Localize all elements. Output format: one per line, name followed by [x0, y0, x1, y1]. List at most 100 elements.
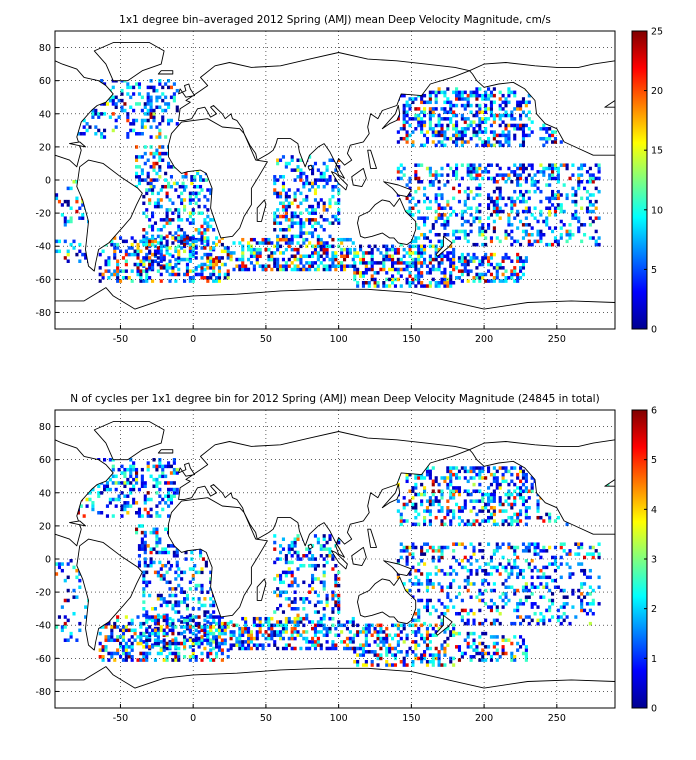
data-bin	[331, 623, 335, 628]
data-bin	[107, 256, 111, 260]
data-bin	[452, 496, 456, 500]
data-bin	[524, 595, 528, 599]
data-bin	[423, 123, 427, 128]
data-bin	[284, 626, 288, 631]
data-bin	[574, 189, 578, 194]
data-bin	[258, 616, 262, 621]
data-bin	[452, 656, 456, 661]
data-bin	[516, 100, 520, 105]
data-bin	[376, 261, 380, 265]
data-bin	[373, 284, 377, 288]
data-bin	[91, 115, 95, 119]
data-bin	[226, 252, 230, 257]
data-bin	[519, 276, 523, 280]
data-bin	[548, 176, 552, 181]
data-bin	[382, 640, 386, 644]
data-bin	[136, 242, 140, 247]
data-bin	[313, 251, 318, 255]
data-bin	[124, 269, 128, 273]
data-bin	[155, 88, 159, 93]
data-bin	[249, 254, 254, 259]
data-bin	[443, 213, 447, 217]
data-bin	[463, 578, 467, 583]
data-bin	[322, 218, 326, 222]
data-bin	[308, 557, 312, 561]
data-bin	[524, 645, 528, 649]
data-bin	[487, 262, 491, 267]
data-bin	[148, 188, 152, 192]
data-bin	[110, 239, 114, 244]
data-bin	[402, 166, 406, 171]
data-bin	[279, 573, 283, 578]
data-bin	[469, 658, 473, 662]
data-bin	[203, 276, 207, 280]
data-bin	[121, 625, 126, 629]
data-bin	[308, 261, 312, 265]
data-bin	[399, 659, 403, 664]
data-bin	[337, 158, 341, 162]
data-bin	[580, 605, 584, 609]
data-bin	[388, 284, 392, 288]
data-bin	[556, 203, 560, 207]
data-bin	[489, 176, 494, 181]
data-bin	[129, 95, 133, 100]
data-bin	[455, 559, 459, 563]
data-bin	[516, 588, 520, 593]
data-bin	[425, 643, 430, 647]
data-bin	[428, 545, 432, 550]
data-bin	[423, 486, 427, 490]
data-bin	[481, 170, 485, 174]
data-bin	[108, 115, 112, 119]
data-bin	[484, 140, 488, 144]
data-bin	[507, 140, 511, 144]
data-bin	[197, 641, 201, 646]
data-bin	[428, 183, 432, 187]
data-bin	[340, 241, 344, 245]
data-bin	[551, 555, 555, 560]
data-bin	[209, 625, 213, 629]
data-bin	[425, 575, 430, 580]
data-bin	[98, 272, 102, 277]
data-bin	[152, 184, 156, 189]
data-bin	[142, 613, 146, 618]
data-bin	[504, 585, 508, 589]
data-bin	[158, 168, 162, 172]
data-bin	[516, 256, 520, 260]
data-bin	[501, 638, 505, 642]
data-bin	[98, 279, 102, 283]
data-bin	[484, 130, 488, 134]
data-bin	[287, 244, 291, 249]
data-bin	[296, 620, 300, 624]
data-bin	[299, 234, 303, 239]
data-bin	[168, 208, 172, 212]
data-bin	[551, 578, 555, 583]
data-bin	[287, 547, 291, 551]
data-bin	[539, 236, 543, 240]
data-bin	[466, 645, 470, 649]
data-bin	[212, 272, 216, 277]
data-bin	[200, 276, 204, 280]
data-bin	[460, 143, 464, 148]
data-bin	[577, 226, 581, 230]
data-bin	[463, 120, 467, 124]
data-bin	[174, 587, 178, 591]
data-bin	[452, 247, 456, 252]
data-bin	[217, 615, 222, 619]
data-bin	[388, 254, 392, 259]
data-bin	[276, 244, 280, 249]
data-bin	[91, 501, 95, 505]
data-bin	[120, 471, 124, 475]
data-bin	[311, 211, 315, 215]
data-bin	[501, 648, 505, 652]
data-bin	[437, 659, 441, 664]
data-bin	[203, 204, 207, 209]
data-bin	[97, 112, 101, 116]
data-bin	[167, 544, 171, 548]
data-bin	[156, 198, 160, 202]
data-bin	[169, 501, 174, 505]
data-bin	[530, 130, 534, 134]
data-bin	[146, 158, 150, 162]
data-bin	[440, 216, 444, 220]
data-bin	[359, 261, 363, 265]
data-bin	[460, 608, 464, 613]
